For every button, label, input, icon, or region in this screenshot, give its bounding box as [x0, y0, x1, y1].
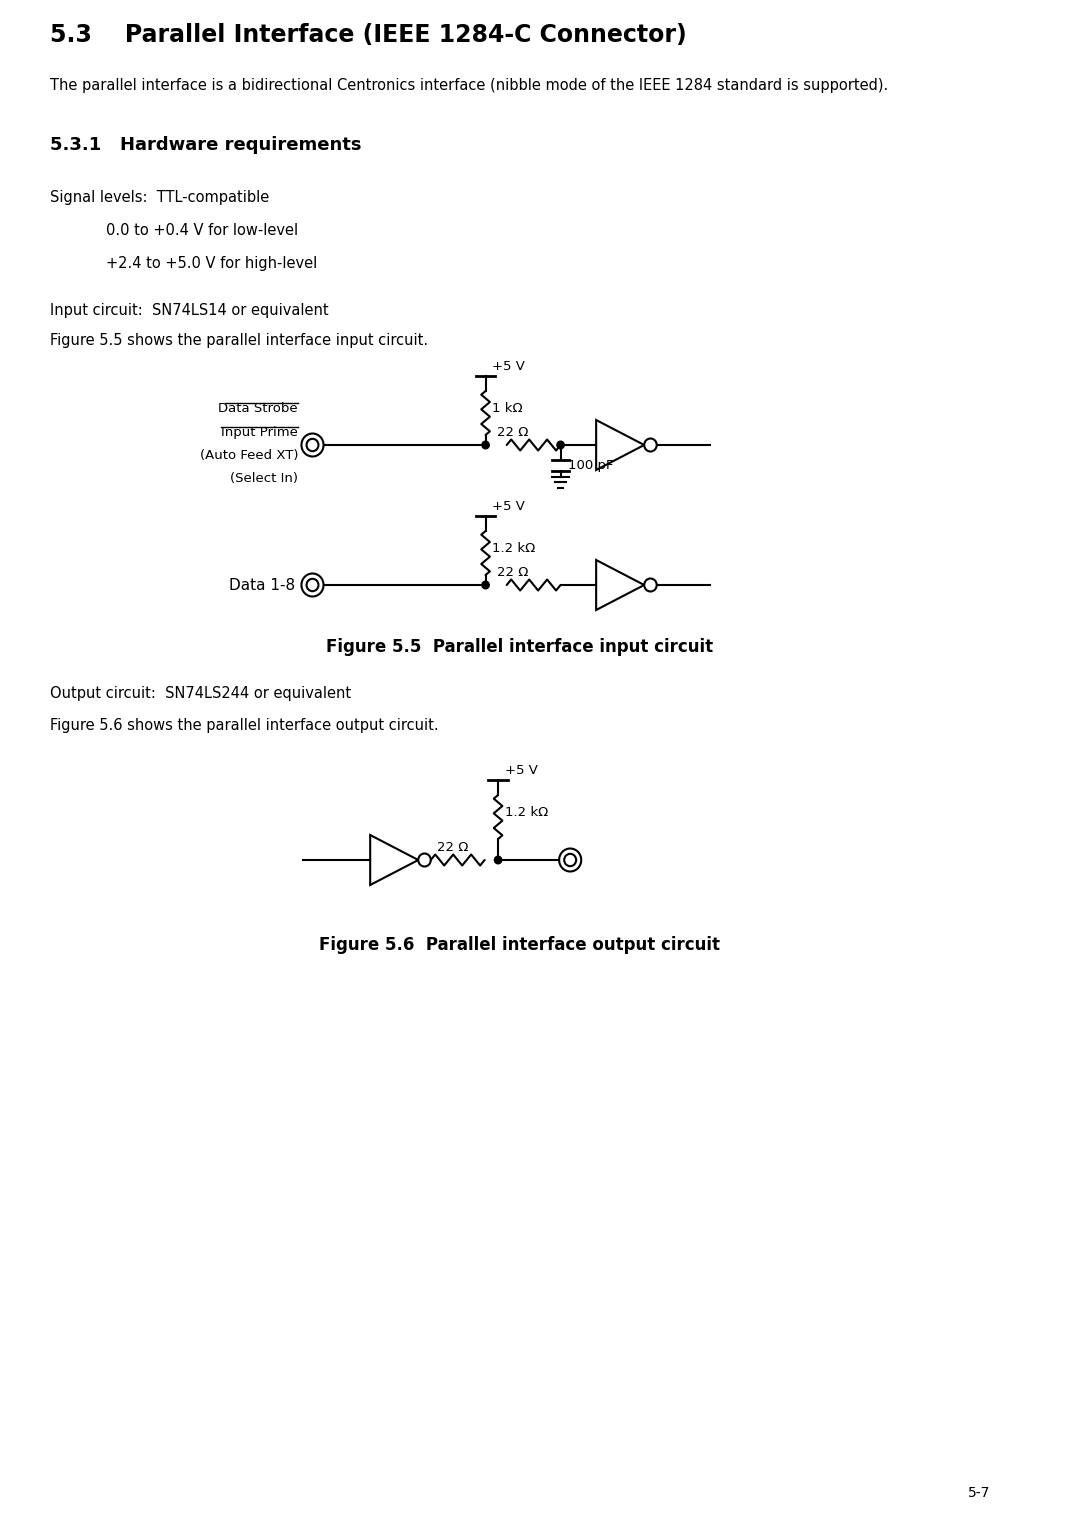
Text: 1.2 kΩ: 1.2 kΩ — [504, 805, 548, 819]
Circle shape — [557, 442, 564, 449]
Text: Signal levels:  TTL-compatible: Signal levels: TTL-compatible — [50, 189, 269, 205]
Text: Figure 5.5  Parallel interface input circuit: Figure 5.5 Parallel interface input circ… — [326, 639, 713, 656]
Text: 1 kΩ: 1 kΩ — [492, 402, 523, 414]
Text: Input Prime: Input Prime — [221, 426, 298, 439]
Text: (Auto Feed XT): (Auto Feed XT) — [200, 449, 298, 461]
Circle shape — [495, 856, 502, 863]
Circle shape — [482, 581, 489, 588]
Text: 1.2 kΩ: 1.2 kΩ — [492, 541, 536, 555]
Text: 22 Ω: 22 Ω — [437, 840, 469, 854]
Text: 100 pF: 100 pF — [568, 458, 613, 472]
Text: +2.4 to +5.0 V for high-level: +2.4 to +5.0 V for high-level — [106, 257, 318, 270]
Text: +5 V: +5 V — [492, 500, 525, 513]
Text: 5.3    Parallel Interface (IEEE 1284-C Connector): 5.3 Parallel Interface (IEEE 1284-C Conn… — [50, 23, 687, 47]
Text: Output circuit:  SN74LS244 or equivalent: Output circuit: SN74LS244 or equivalent — [50, 686, 351, 701]
Text: Data 1-8: Data 1-8 — [229, 578, 295, 593]
Text: 22 Ω: 22 Ω — [497, 426, 528, 439]
Text: Data Strobe: Data Strobe — [218, 402, 298, 416]
Text: Figure 5.6 shows the parallel interface output circuit.: Figure 5.6 shows the parallel interface … — [50, 718, 438, 733]
Text: (Select In): (Select In) — [230, 472, 298, 484]
Text: 5-7: 5-7 — [968, 1487, 990, 1500]
Text: Input circuit:  SN74LS14 or equivalent: Input circuit: SN74LS14 or equivalent — [50, 303, 328, 318]
Text: Figure 5.6  Parallel interface output circuit: Figure 5.6 Parallel interface output cir… — [319, 937, 719, 953]
Text: Figure 5.5 shows the parallel interface input circuit.: Figure 5.5 shows the parallel interface … — [50, 333, 428, 348]
Text: +5 V: +5 V — [504, 764, 538, 778]
Text: The parallel interface is a bidirectional Centronics interface (nibble mode of t: The parallel interface is a bidirectiona… — [50, 78, 888, 93]
Text: +5 V: +5 V — [492, 361, 525, 373]
Text: 0.0 to +0.4 V for low-level: 0.0 to +0.4 V for low-level — [106, 223, 298, 238]
Text: 5.3.1   Hardware requirements: 5.3.1 Hardware requirements — [50, 136, 362, 154]
Text: 22 Ω: 22 Ω — [497, 565, 528, 579]
Circle shape — [482, 442, 489, 449]
